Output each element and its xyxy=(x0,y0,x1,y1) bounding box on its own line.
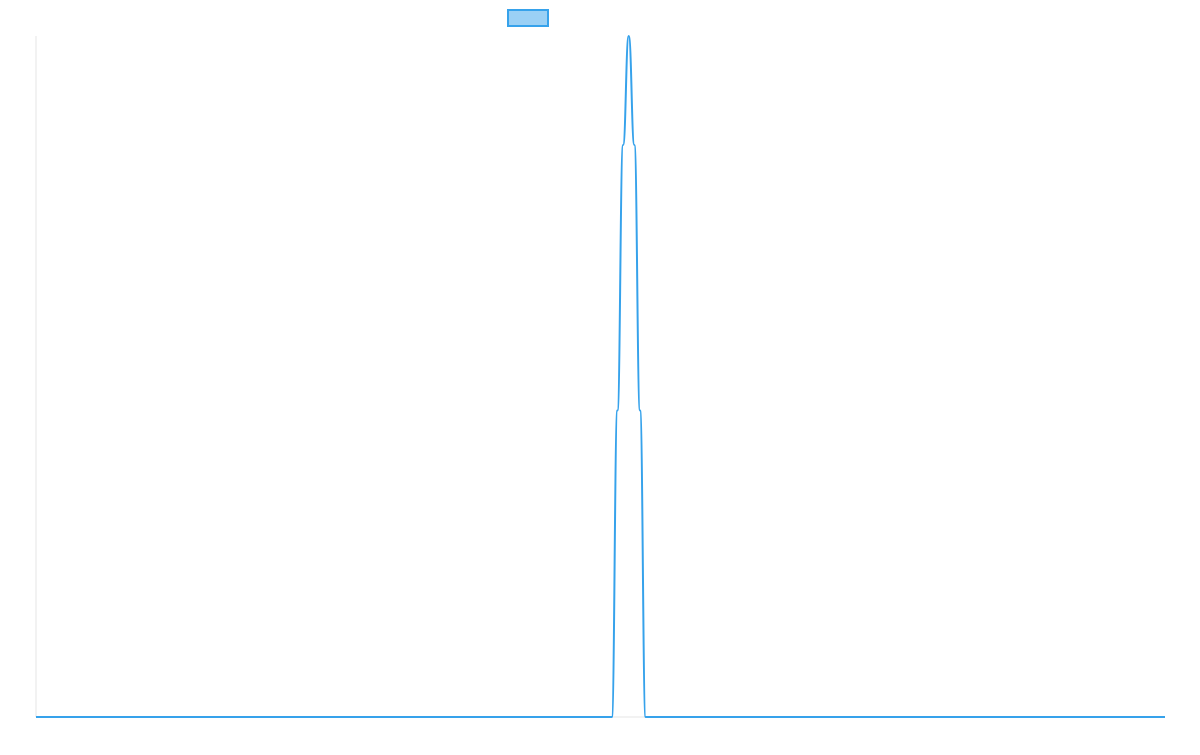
series-line[interactable] xyxy=(36,35,1165,718)
series-layer xyxy=(36,35,1165,718)
legend[interactable] xyxy=(507,9,549,27)
legend-swatch[interactable] xyxy=(507,9,549,27)
